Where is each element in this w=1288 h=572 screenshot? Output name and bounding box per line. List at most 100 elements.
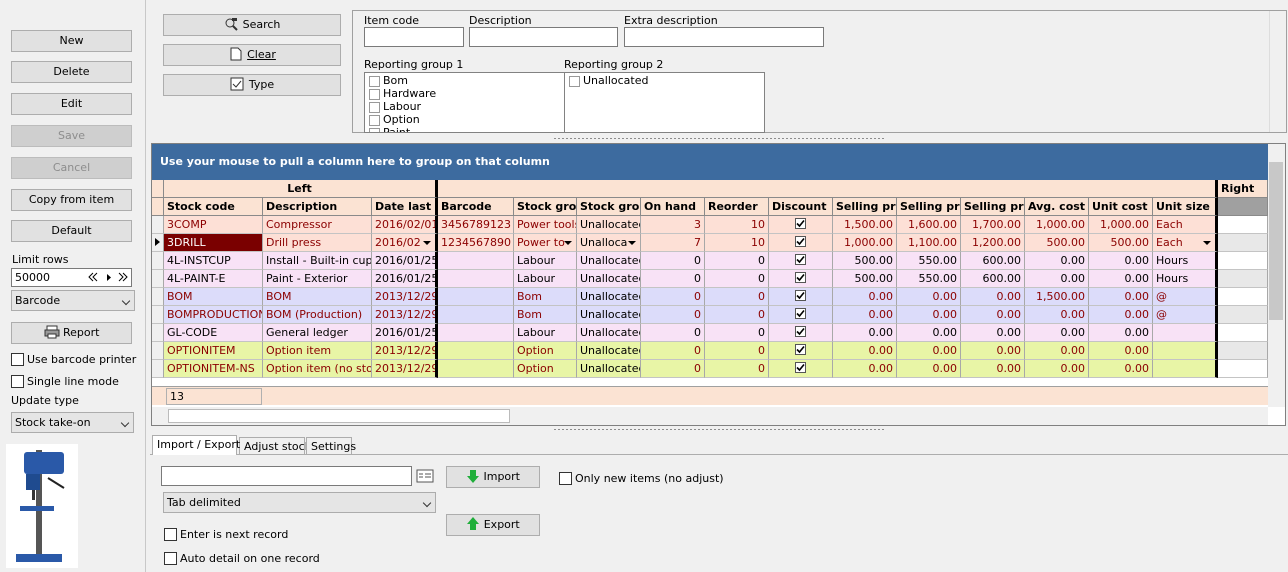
- grid-cell[interactable]: Unallocated: [577, 216, 641, 234]
- scroll-thumb[interactable]: [1269, 162, 1283, 320]
- discount-checkbox[interactable]: [795, 254, 806, 265]
- grid-cell[interactable]: 600.00: [961, 270, 1025, 288]
- grid-cell[interactable]: [769, 252, 833, 270]
- grid-cell[interactable]: Option item (no stock): [263, 360, 372, 378]
- checkbox[interactable]: [369, 89, 380, 100]
- grid-cell[interactable]: 0.00: [1089, 306, 1153, 324]
- grid-cell[interactable]: 0: [705, 288, 769, 306]
- grid-cell[interactable]: 0.00: [1025, 324, 1089, 342]
- grid-cell[interactable]: Unalloca: [577, 234, 641, 252]
- grid-cell[interactable]: 0.00: [1089, 360, 1153, 378]
- grid-cell[interactable]: 0: [641, 360, 705, 378]
- grid-cell[interactable]: [769, 342, 833, 360]
- grid-cell[interactable]: 2013/12/29: [372, 342, 438, 360]
- discount-checkbox[interactable]: [795, 308, 806, 319]
- sidebar-button[interactable]: New: [11, 30, 132, 52]
- column-header[interactable]: Date last a: [372, 198, 438, 216]
- grid-cell[interactable]: Labour: [514, 324, 577, 342]
- grid-cell[interactable]: 600.00: [961, 252, 1025, 270]
- grid-cell[interactable]: BOM (Production): [263, 306, 372, 324]
- grid-cell[interactable]: OPTIONITEM: [164, 342, 263, 360]
- grid-cell[interactable]: 4L-INSTCUP: [164, 252, 263, 270]
- column-header[interactable]: Stock code: [164, 198, 263, 216]
- grid-cell[interactable]: 3456789123: [438, 216, 514, 234]
- browse-icon[interactable]: [414, 466, 436, 486]
- field-input[interactable]: [469, 27, 618, 47]
- grid-cell[interactable]: Paint - Exterior: [263, 270, 372, 288]
- grid-cell[interactable]: Unallocated: [577, 324, 641, 342]
- grid-cell[interactable]: 0.00: [897, 288, 961, 306]
- checkbox[interactable]: [569, 76, 580, 87]
- grid-cell[interactable]: 0.00: [961, 324, 1025, 342]
- grid-cell[interactable]: 3DRILL: [164, 234, 263, 252]
- grid-cell[interactable]: 2016/01/25: [372, 252, 438, 270]
- grid-cell[interactable]: 0: [705, 324, 769, 342]
- grid-cell[interactable]: Option: [514, 360, 577, 378]
- grid-cell[interactable]: Unallocated: [577, 288, 641, 306]
- grid-cell[interactable]: [769, 216, 833, 234]
- grid-cell[interactable]: 1,000.00: [1025, 216, 1089, 234]
- grid-cell[interactable]: 0.00: [1089, 324, 1153, 342]
- discount-checkbox[interactable]: [795, 272, 806, 283]
- column-header[interactable]: Selling pric: [833, 198, 897, 216]
- column-header[interactable]: Description: [263, 198, 372, 216]
- grid-cell[interactable]: 1,600.00: [897, 216, 961, 234]
- grid-cell[interactable]: 3COMP: [164, 216, 263, 234]
- format-select[interactable]: Tab delimited: [163, 492, 436, 513]
- column-header[interactable]: On hand: [641, 198, 705, 216]
- lookup-select[interactable]: Barcode: [11, 290, 135, 311]
- grid-cell[interactable]: 0.00: [1025, 342, 1089, 360]
- column-header[interactable]: Unit cost: [1089, 198, 1153, 216]
- grid-cell[interactable]: 0.00: [1089, 270, 1153, 288]
- grid-cell[interactable]: 0: [705, 270, 769, 288]
- splitter[interactable]: [553, 137, 885, 140]
- update-type-select[interactable]: Stock take-on: [11, 412, 134, 433]
- checkbox[interactable]: [369, 115, 380, 126]
- grid-cell[interactable]: Unallocated: [577, 306, 641, 324]
- sidebar-button[interactable]: Delete: [11, 61, 132, 83]
- field-input[interactable]: [624, 27, 824, 47]
- grid-cell[interactable]: 0.00: [897, 324, 961, 342]
- grid-cell[interactable]: Labour: [514, 270, 577, 288]
- grid-cell[interactable]: 500.00: [833, 270, 897, 288]
- grid-cell[interactable]: [438, 270, 514, 288]
- grid-cell[interactable]: 1,500.00: [1025, 288, 1089, 306]
- discount-checkbox[interactable]: [795, 326, 806, 337]
- column-header[interactable]: Stock grou: [514, 198, 577, 216]
- grid-cell[interactable]: Each: [1153, 216, 1218, 234]
- column-header[interactable]: Unit size: [1153, 198, 1218, 216]
- grid-cell[interactable]: 0.00: [1089, 342, 1153, 360]
- grid-cell[interactable]: [769, 324, 833, 342]
- limit-rows-input[interactable]: 50000: [11, 268, 132, 287]
- grid-cell[interactable]: 0.00: [961, 342, 1025, 360]
- grid-cell[interactable]: 0.00: [961, 306, 1025, 324]
- grid-cell[interactable]: [1153, 324, 1218, 342]
- sidebar-button[interactable]: Edit: [11, 93, 132, 115]
- grid-cell[interactable]: 0.00: [897, 342, 961, 360]
- grid-cell[interactable]: GL-CODE: [164, 324, 263, 342]
- grid-cell[interactable]: Option: [514, 342, 577, 360]
- grid-cell[interactable]: 7: [641, 234, 705, 252]
- grid-cell[interactable]: Power tools: [514, 216, 577, 234]
- grid-cell[interactable]: [438, 288, 514, 306]
- grid-cell[interactable]: Option item: [263, 342, 372, 360]
- grid-cell[interactable]: 0: [705, 306, 769, 324]
- grid-cell[interactable]: Unallocated: [577, 270, 641, 288]
- grid-cell[interactable]: 0.00: [833, 306, 897, 324]
- column-header[interactable]: Stock grou: [577, 198, 641, 216]
- import-button[interactable]: Import: [446, 466, 540, 488]
- grid-cell[interactable]: 1,100.00: [897, 234, 961, 252]
- grid-cell[interactable]: 0: [641, 324, 705, 342]
- discount-checkbox[interactable]: [795, 236, 806, 247]
- grid-cell[interactable]: [1153, 360, 1218, 378]
- checkbox[interactable]: [369, 102, 380, 113]
- grid-cell[interactable]: 0: [641, 252, 705, 270]
- grid-cell[interactable]: 0: [641, 270, 705, 288]
- grid-cell[interactable]: 500.00: [1025, 234, 1089, 252]
- grid-cell[interactable]: 0.00: [1025, 306, 1089, 324]
- grid-cell[interactable]: 1,500.00: [833, 216, 897, 234]
- grid-cell[interactable]: @: [1153, 306, 1218, 324]
- tab[interactable]: Settings: [306, 437, 356, 454]
- grid-cell[interactable]: 0: [705, 360, 769, 378]
- file-input[interactable]: [161, 466, 412, 486]
